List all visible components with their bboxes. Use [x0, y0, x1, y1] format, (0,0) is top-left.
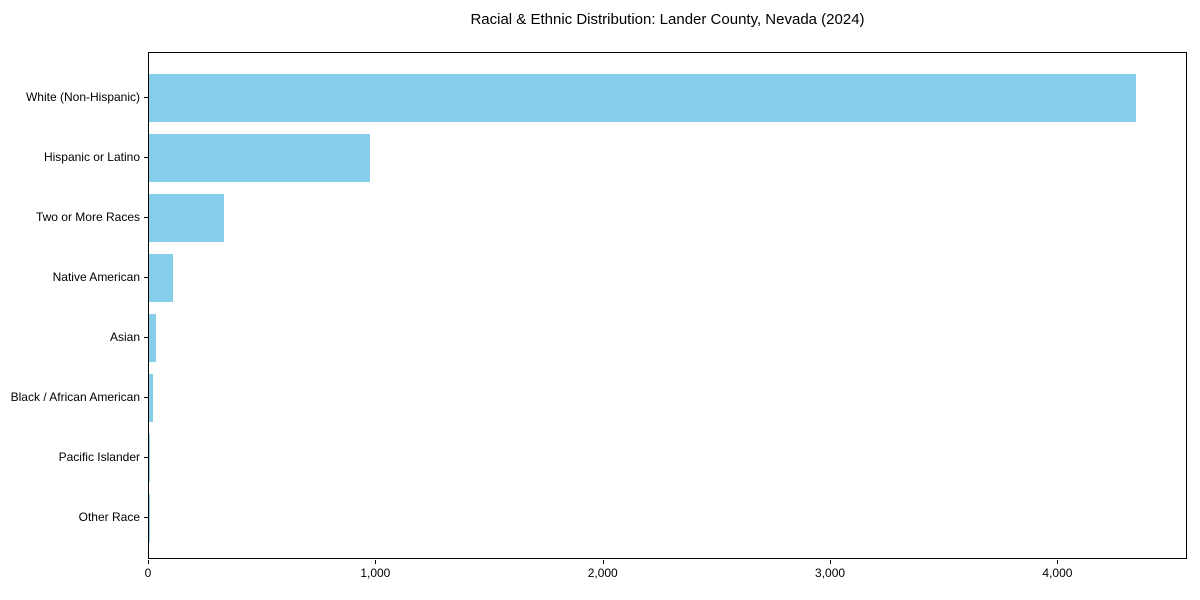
- x-tick-mark: [1057, 560, 1059, 564]
- x-tick-label: 2,000: [587, 566, 618, 580]
- bar: [149, 434, 150, 482]
- x-tick-label: 1,000: [360, 566, 391, 580]
- y-tick-label: Other Race: [78, 510, 140, 524]
- y-tick-label: Hispanic or Latino: [43, 150, 140, 164]
- y-tick-label: Black / African American: [10, 390, 140, 404]
- y-tick-mark: [144, 397, 148, 398]
- y-tick-label: Asian: [109, 330, 140, 344]
- x-tick-label: 4,000: [1042, 566, 1073, 580]
- y-tick-label: Pacific Islander: [58, 450, 140, 464]
- y-tick-mark: [144, 457, 148, 458]
- y-tick-mark: [144, 337, 148, 338]
- y-tick-label: Native American: [52, 270, 140, 284]
- x-tick-mark: [830, 560, 832, 564]
- bar: [149, 74, 1137, 122]
- bar: [149, 194, 224, 242]
- x-tick-label: 3,000: [815, 566, 846, 580]
- x-tick-label: 0: [144, 566, 152, 580]
- x-tick-mark: [602, 560, 604, 564]
- y-tick-label: White (Non-Hispanic): [25, 90, 140, 104]
- x-tick-mark: [148, 560, 149, 564]
- y-tick-mark: [144, 517, 148, 518]
- plot-area: [148, 52, 1187, 559]
- y-tick-mark: [144, 97, 148, 98]
- y-tick-mark: [144, 157, 148, 158]
- bar: [149, 254, 173, 302]
- y-tick-label: Two or More Races: [35, 210, 140, 224]
- y-tick-mark: [144, 277, 148, 278]
- bar: [149, 134, 371, 182]
- bar: [149, 374, 154, 422]
- chart-title: Racial & Ethnic Distribution: Lander Cou…: [470, 11, 865, 28]
- bar: [149, 314, 156, 362]
- x-tick-mark: [375, 560, 377, 564]
- y-tick-mark: [144, 217, 148, 218]
